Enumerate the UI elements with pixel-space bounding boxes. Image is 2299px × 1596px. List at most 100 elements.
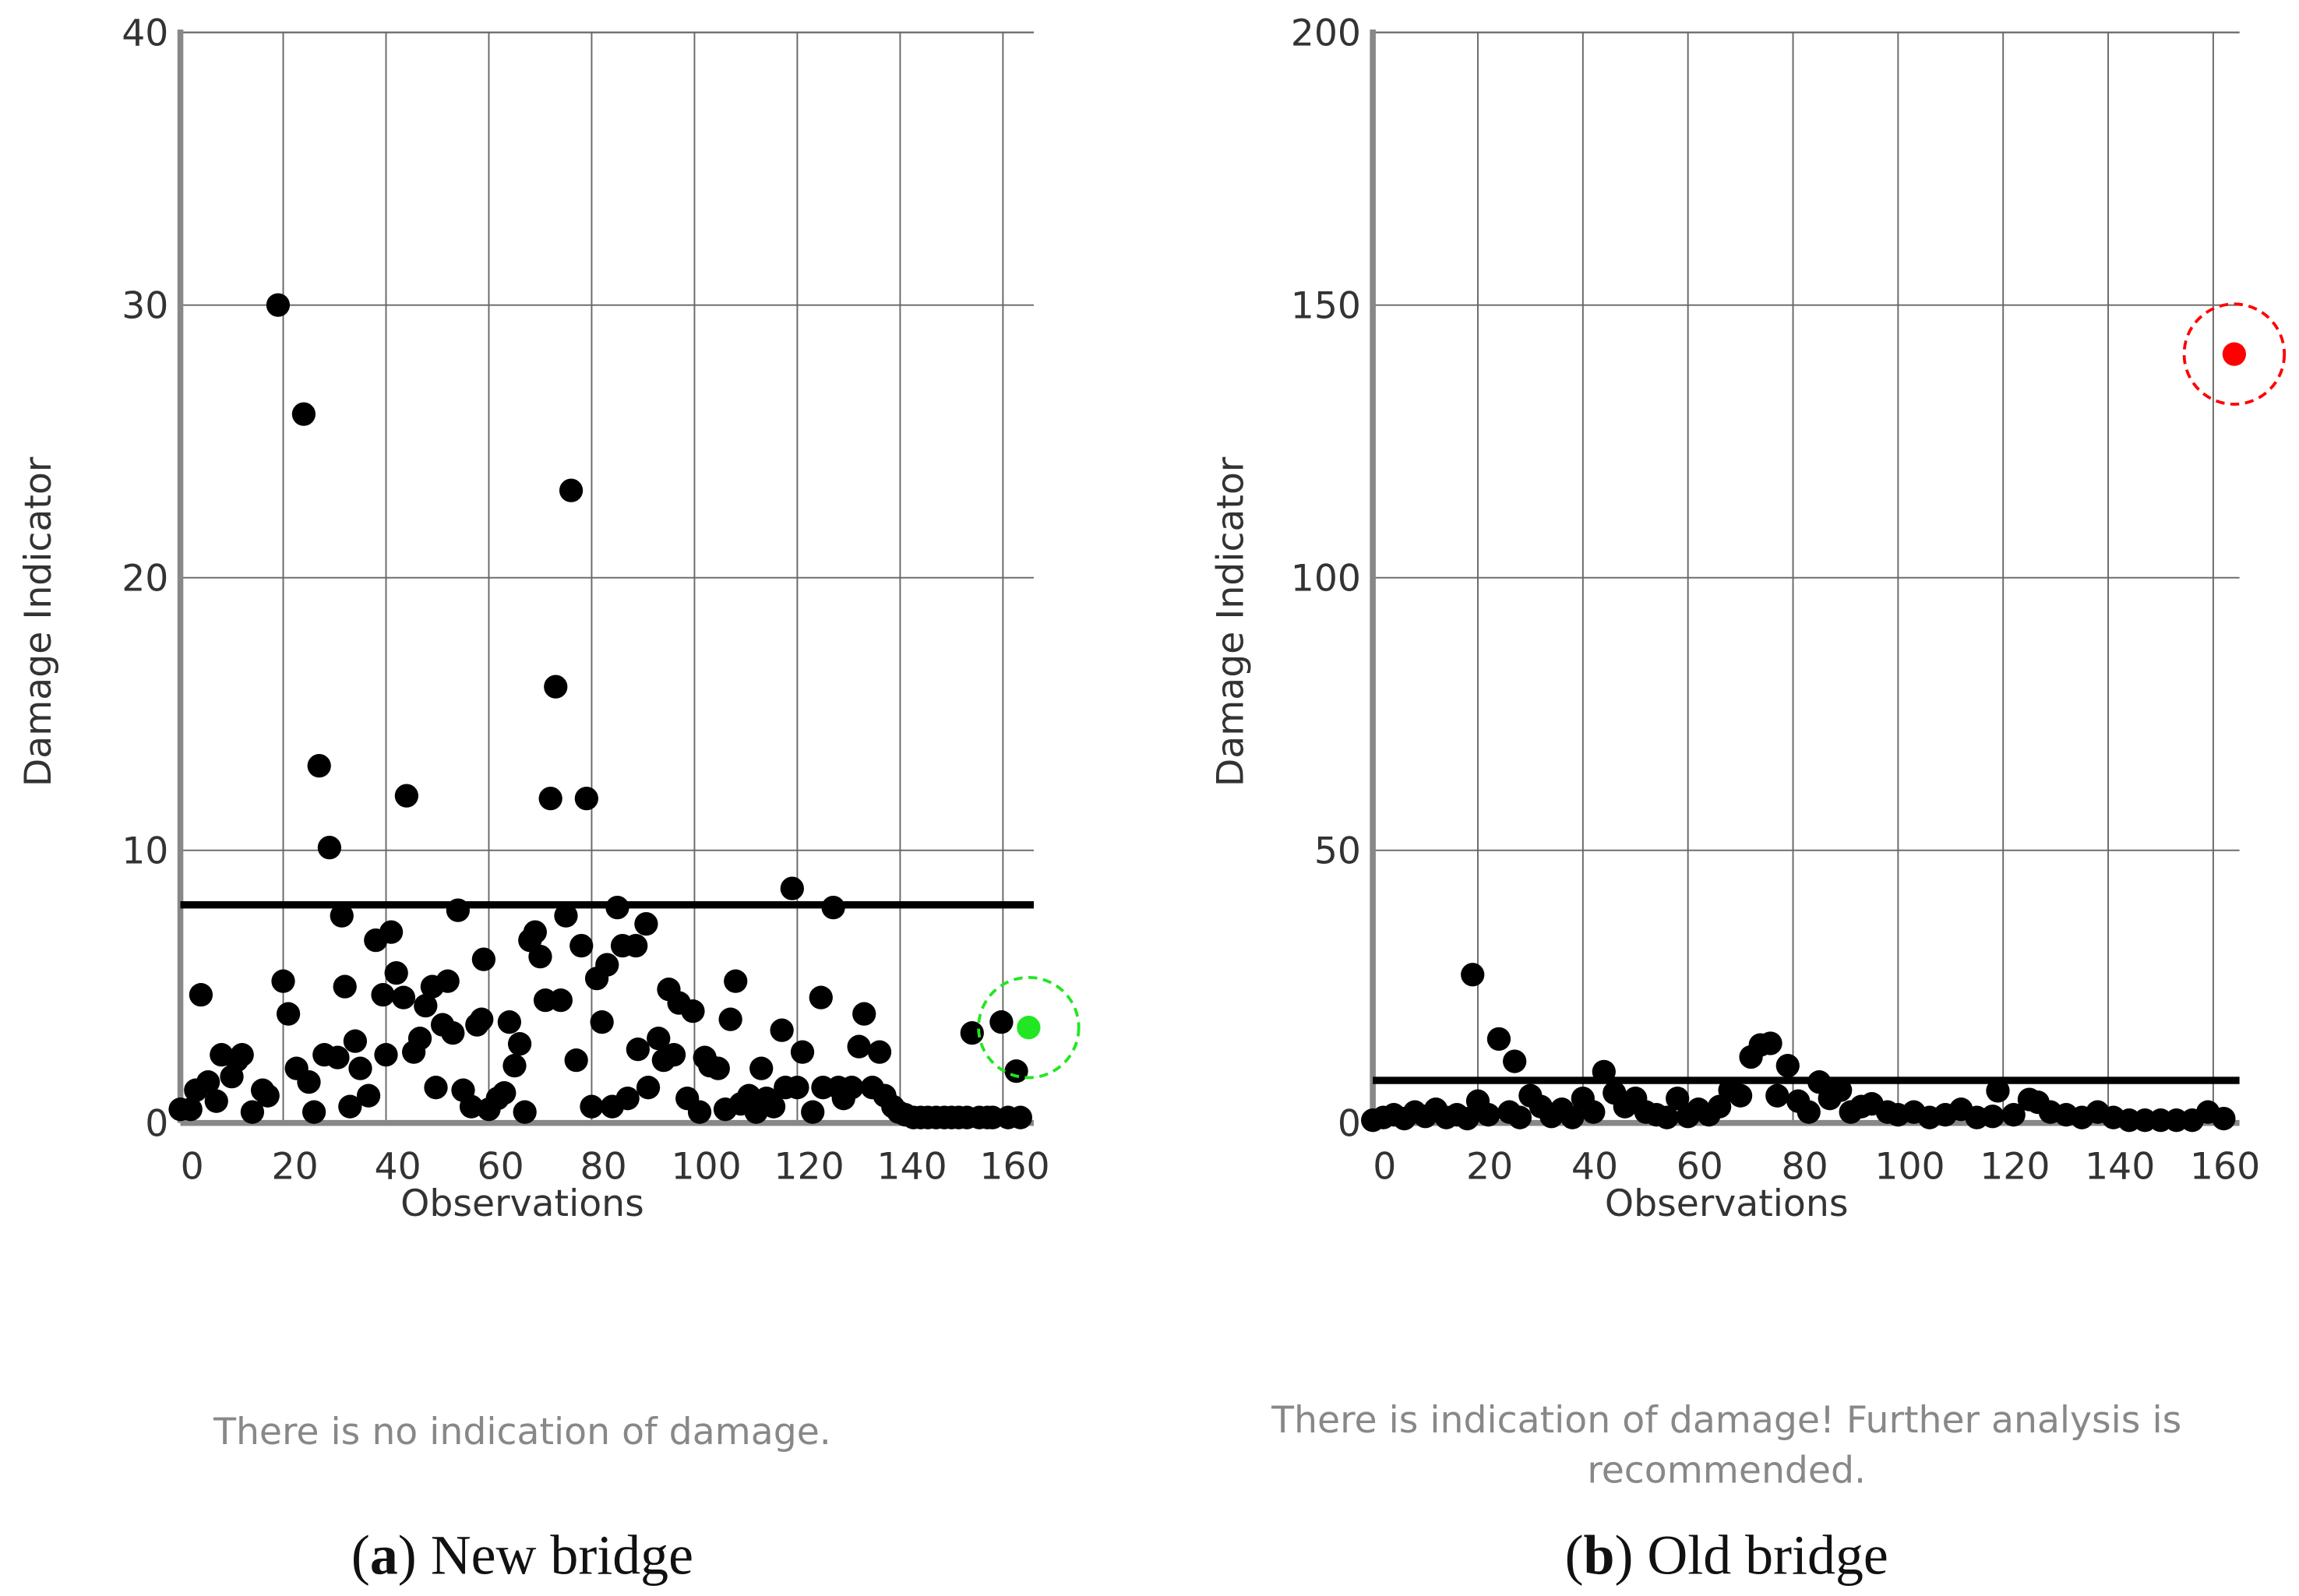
point bbox=[634, 912, 658, 936]
caption-part: a bbox=[370, 1524, 398, 1587]
point bbox=[301, 1100, 326, 1124]
point bbox=[291, 402, 316, 426]
point bbox=[1828, 1078, 1853, 1102]
point bbox=[1775, 1054, 1800, 1078]
point bbox=[1486, 1027, 1511, 1052]
point bbox=[564, 1048, 588, 1073]
point bbox=[356, 1083, 381, 1108]
x-axis-title: Observations bbox=[400, 1182, 644, 1225]
point bbox=[1503, 1049, 1527, 1073]
point bbox=[1507, 1105, 1532, 1129]
point bbox=[471, 947, 496, 971]
point bbox=[513, 1100, 537, 1124]
y-tick-label: 0 bbox=[1338, 1103, 1361, 1146]
x-tick-label: 100 bbox=[671, 1146, 741, 1189]
point bbox=[348, 1056, 372, 1080]
point bbox=[615, 1087, 640, 1111]
x-tick-label: 60 bbox=[1677, 1146, 1723, 1189]
point bbox=[1655, 1105, 1679, 1129]
point bbox=[424, 1076, 448, 1100]
point bbox=[554, 904, 578, 928]
y-tick-label: 200 bbox=[1291, 12, 1361, 55]
point bbox=[2001, 1103, 2026, 1127]
x-tick-label: 40 bbox=[1571, 1146, 1618, 1189]
point bbox=[256, 1083, 280, 1108]
point bbox=[580, 1094, 604, 1119]
point bbox=[528, 945, 552, 969]
point bbox=[989, 1010, 1014, 1034]
point bbox=[605, 896, 629, 920]
caption-part: ( bbox=[1565, 1524, 1584, 1587]
point bbox=[761, 1094, 786, 1119]
point bbox=[414, 994, 438, 1018]
y-tick-label: 10 bbox=[122, 830, 168, 873]
point bbox=[544, 675, 568, 699]
x-tick-label: 40 bbox=[375, 1146, 421, 1189]
point bbox=[1592, 1059, 1616, 1084]
point bbox=[230, 1043, 254, 1067]
point bbox=[749, 1056, 774, 1080]
point bbox=[459, 1094, 484, 1119]
point bbox=[502, 1054, 527, 1078]
point bbox=[1581, 1100, 1606, 1124]
point bbox=[661, 1043, 686, 1067]
point bbox=[379, 920, 404, 944]
point bbox=[492, 1081, 517, 1105]
x-tick-label: 20 bbox=[272, 1146, 319, 1189]
point bbox=[470, 1007, 494, 1031]
point bbox=[706, 1056, 730, 1080]
point bbox=[1008, 1105, 1032, 1129]
point bbox=[590, 1010, 614, 1034]
caption-part: ) New bridge bbox=[398, 1524, 693, 1587]
point bbox=[626, 1038, 650, 1062]
point bbox=[1560, 1105, 1585, 1129]
point bbox=[1476, 1103, 1500, 1127]
x-tick-label: 160 bbox=[979, 1146, 1049, 1189]
caption-part: ( bbox=[351, 1524, 370, 1587]
point bbox=[1986, 1079, 2010, 1103]
x-axis-title: Observations bbox=[1605, 1182, 1849, 1225]
point bbox=[724, 969, 748, 993]
point bbox=[1455, 1106, 1479, 1131]
point bbox=[333, 974, 357, 999]
status-message: There is indication of damage! Further a… bbox=[1271, 1399, 2181, 1442]
y-tick-label: 50 bbox=[1314, 830, 1361, 873]
point bbox=[1980, 1105, 2005, 1129]
point bbox=[307, 754, 331, 778]
point bbox=[523, 920, 548, 944]
y-tick-label: 20 bbox=[122, 558, 168, 601]
point bbox=[394, 784, 419, 808]
point bbox=[189, 983, 213, 1007]
point bbox=[867, 1040, 892, 1064]
point bbox=[801, 1100, 825, 1124]
point bbox=[384, 961, 408, 985]
point bbox=[178, 1097, 203, 1122]
point bbox=[960, 1021, 984, 1045]
point bbox=[840, 1076, 864, 1100]
point bbox=[1758, 1031, 1782, 1055]
point bbox=[2212, 1106, 2236, 1131]
point bbox=[821, 896, 845, 920]
point bbox=[718, 1007, 742, 1031]
point bbox=[1728, 1083, 1753, 1108]
point bbox=[276, 1002, 301, 1026]
caption: (b) Old bridge bbox=[1565, 1524, 1888, 1587]
highlight-ring bbox=[977, 975, 1081, 1080]
x-tick-label: 80 bbox=[580, 1146, 627, 1189]
point bbox=[338, 1094, 362, 1119]
point bbox=[790, 1040, 815, 1064]
chart-panel: 0 50 100 150 200 0 20 40 60 80 100 120 140 160 Observa… bbox=[1210, 12, 2287, 1587]
point bbox=[435, 969, 460, 993]
point bbox=[446, 898, 471, 922]
point bbox=[595, 953, 619, 977]
point bbox=[326, 1045, 350, 1069]
point bbox=[770, 1018, 794, 1042]
x-tick-label: 0 bbox=[1373, 1146, 1396, 1189]
x-tick-label: 60 bbox=[478, 1146, 524, 1189]
point bbox=[647, 1027, 671, 1051]
point bbox=[441, 1021, 465, 1045]
status-message: recommended. bbox=[1587, 1449, 1866, 1492]
point bbox=[407, 1027, 432, 1051]
